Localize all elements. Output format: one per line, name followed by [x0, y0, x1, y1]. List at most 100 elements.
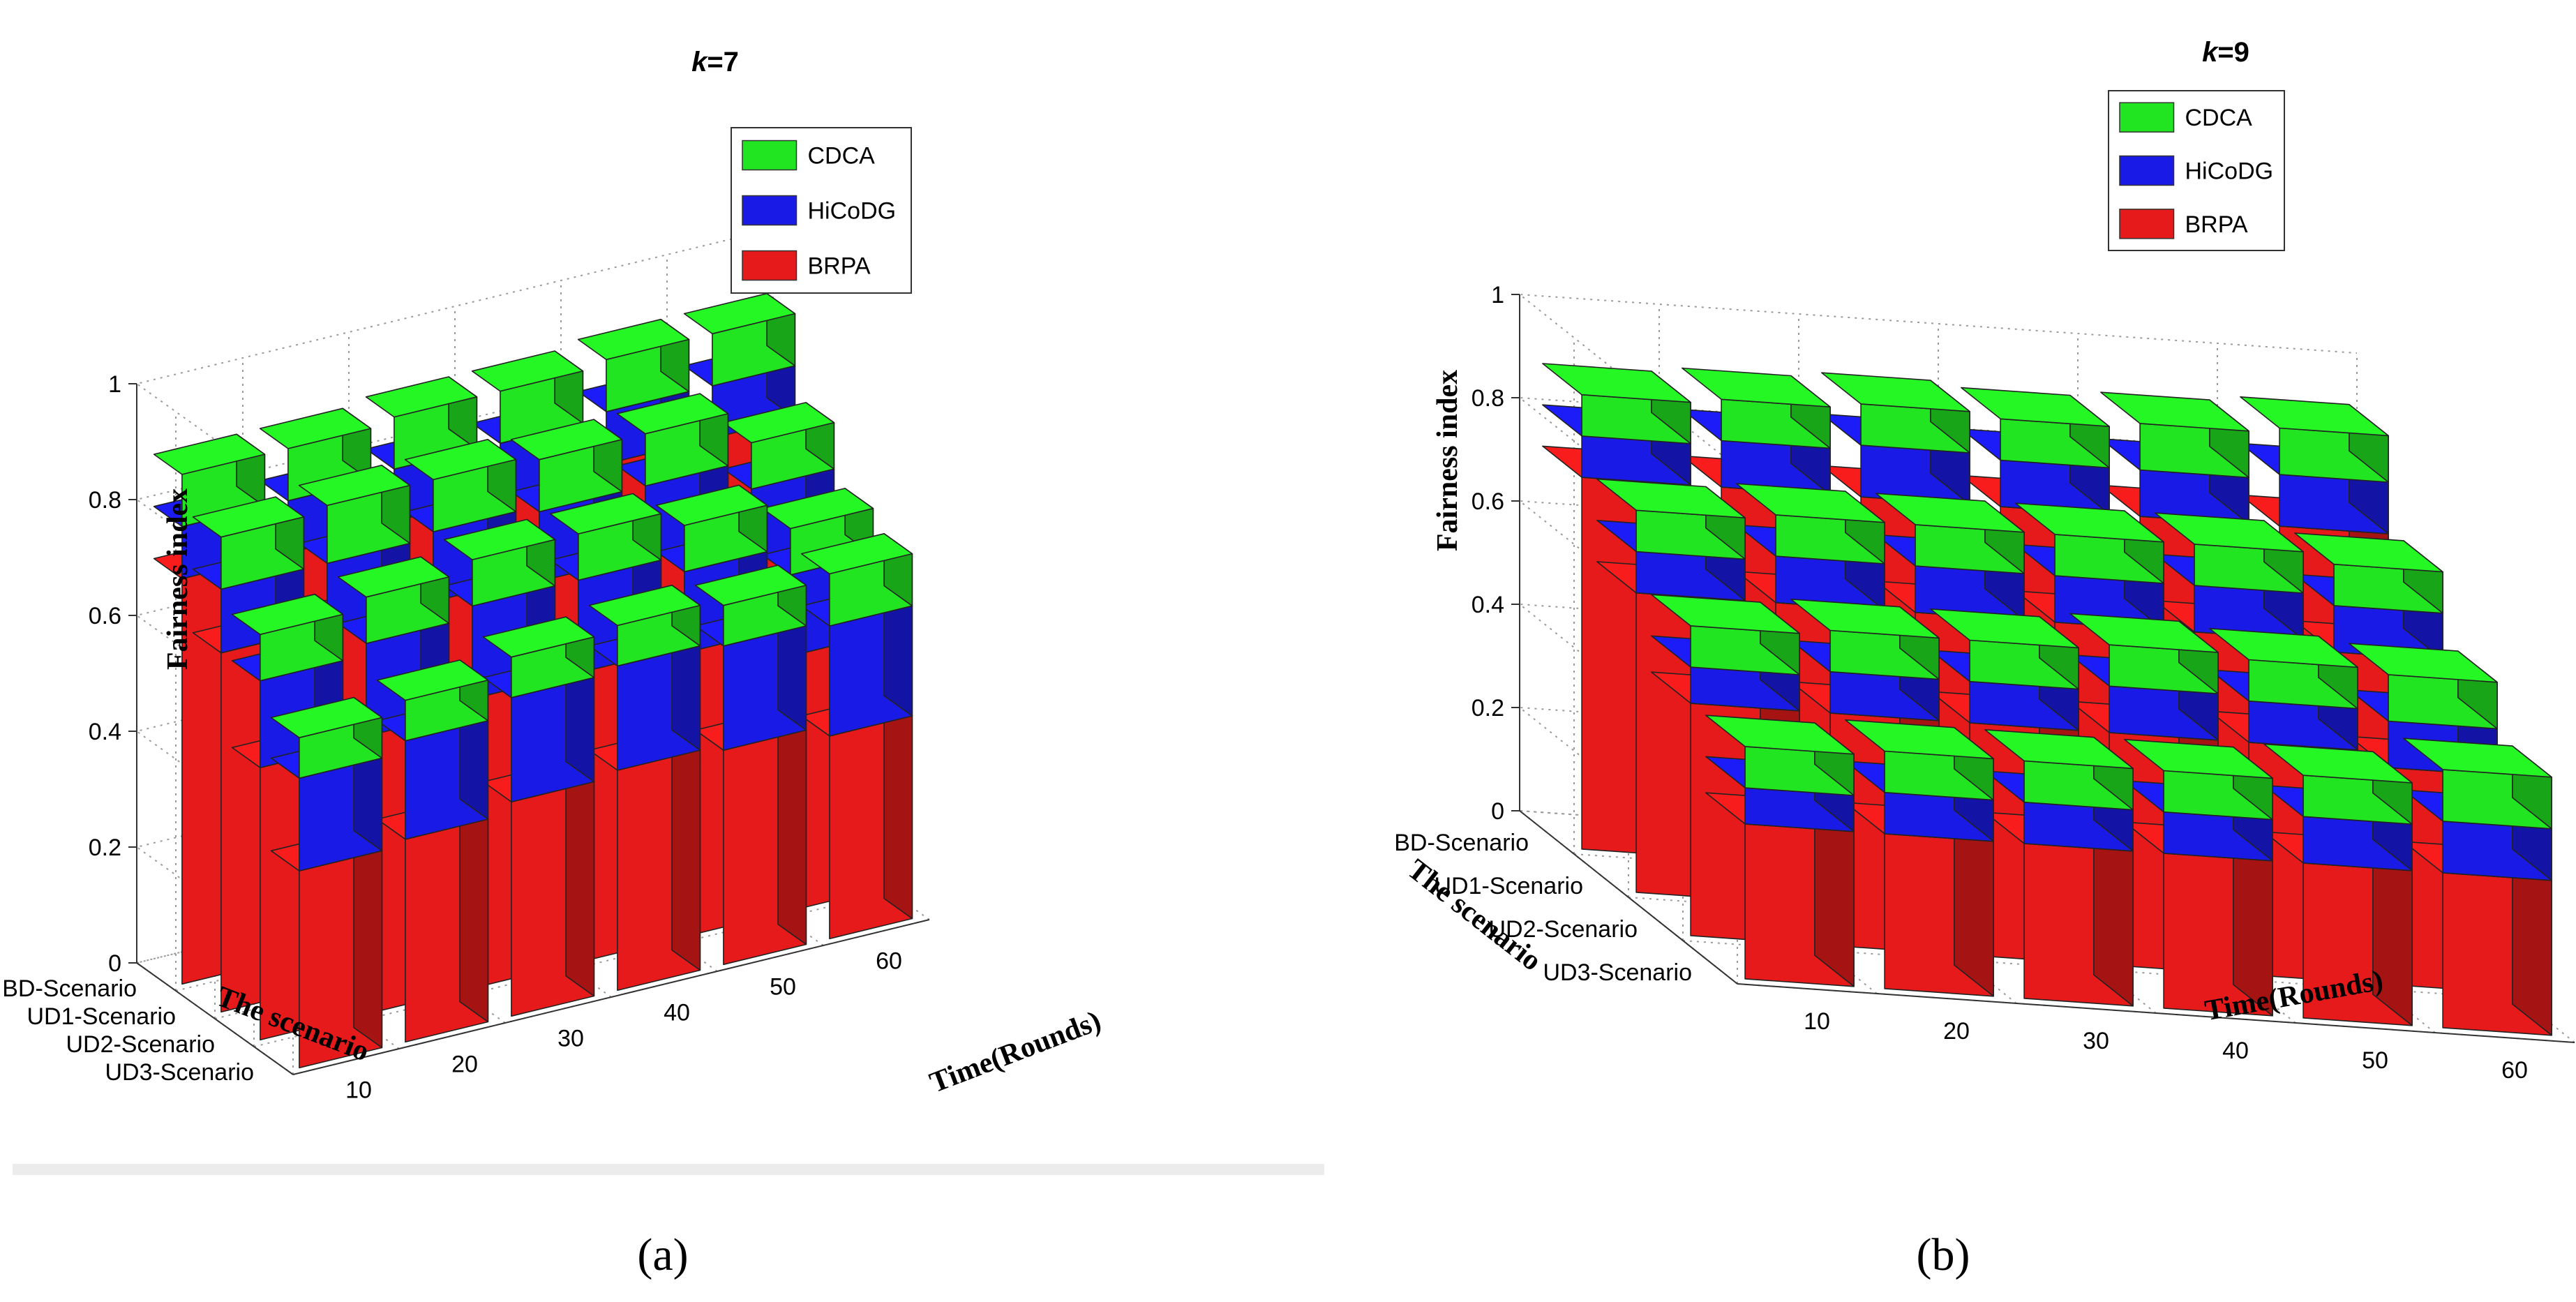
- bar-cdca-ud1-scenario-40: [2015, 502, 2164, 584]
- legend-label-hicodg: HiCoDG: [808, 198, 897, 225]
- x-tick-label: 40: [664, 1000, 690, 1026]
- bar-cdca-ud2-scenario-30: [1930, 608, 2079, 690]
- bar-cdca-bd-scenario-60: [683, 292, 796, 387]
- legend-swatch-brpa: [2119, 209, 2175, 239]
- z-tick-label: 1: [1491, 282, 1504, 308]
- row-tick-label: BD-Scenario: [1394, 830, 1529, 856]
- legend: CDCA HiCoDG BRPA: [731, 127, 912, 294]
- bar-cdca-bd-scenario-10: [1542, 363, 1691, 444]
- z-tick-label: 0.6: [1472, 488, 1504, 515]
- row-tick-label: UD2-Scenario: [66, 1031, 215, 1058]
- bar-cdca-ud2-scenario-40: [2069, 613, 2219, 695]
- bar-cdca-ud1-scenario-30: [404, 438, 517, 532]
- panel-a-label: (a): [637, 1229, 688, 1280]
- x-tick-label: 50: [770, 974, 796, 1001]
- bar-cdca-ud2-scenario-40: [549, 493, 662, 581]
- x-tick-label: 10: [345, 1077, 372, 1104]
- y-axis-label: Fairness index: [162, 488, 194, 670]
- x-tick-label: 20: [1943, 1018, 1970, 1045]
- bar-cdca-ud2-scenario-20: [337, 556, 450, 644]
- bar-cdca-ud1-scenario-10: [1596, 478, 1746, 560]
- panel-a-separator: [13, 1164, 1324, 1175]
- bars: [153, 292, 913, 1069]
- z-tick-label: 0: [108, 950, 121, 977]
- legend-label-brpa: BRPA: [808, 253, 871, 280]
- legend-label-cdca: CDCA: [2185, 105, 2253, 131]
- legend-swatch-cdca: [742, 140, 797, 171]
- bar-cdca-bd-scenario-40: [471, 350, 584, 444]
- bar-brpa-ud3-scenario-50: [2263, 831, 2413, 1026]
- bar-cdca-ud2-scenario-10: [231, 593, 344, 682]
- bar-cdca-ud1-scenario-60: [722, 402, 835, 490]
- bar-cdca-ud2-scenario-20: [1790, 598, 1940, 680]
- chart-title: k=9: [2202, 37, 2249, 68]
- row-tick-label: UD2-Scenario: [1488, 916, 1638, 943]
- bar-cdca-ud3-scenario-50: [694, 564, 807, 647]
- chart-title: k=7: [691, 47, 739, 77]
- bar-cdca-bd-scenario-40: [1961, 387, 2110, 469]
- row-tick-label: UD1-Scenario: [27, 1003, 176, 1030]
- legend-swatch-cdca: [2119, 102, 2175, 133]
- legend-swatch-hicodg: [2119, 155, 2175, 186]
- bar-cdca-ud1-scenario-30: [1875, 493, 2025, 574]
- x-tick-label: 10: [1804, 1008, 1830, 1035]
- bar-cdca-ud1-scenario-20: [1736, 483, 1885, 564]
- legend-label-brpa: BRPA: [2185, 211, 2248, 238]
- panel-b-chart: 0 0.2 0.4 0.6 0.8 1 10 20 30 40 50 60 BD-Scenario UD1…: [1394, 37, 2575, 1084]
- bar-brpa-ud3-scenario-20: [376, 798, 489, 1043]
- bar-cdca-ud1-scenario-60: [2294, 532, 2443, 614]
- bar-cdca-ud3-scenario-10: [1705, 714, 1855, 796]
- x-tick-label: 60: [876, 948, 902, 975]
- bar-cdca-bd-scenario-30: [1821, 372, 1970, 454]
- bar-cdca-ud3-scenario-10: [270, 696, 383, 779]
- z-tick-label: 0.8: [1472, 385, 1504, 412]
- legend-swatch-hicodg: [742, 195, 797, 226]
- x-tick-label: 40: [2222, 1038, 2249, 1064]
- row-tick-label: UD3-Scenario: [105, 1059, 254, 1086]
- bar-cdca-ud3-scenario-30: [1984, 729, 2134, 811]
- bar-cdca-ud3-scenario-60: [2403, 738, 2552, 830]
- bar-cdca-bd-scenario-60: [2240, 396, 2389, 483]
- x-tick-label: 30: [557, 1026, 584, 1052]
- bar-cdca-ud1-scenario-20: [298, 464, 411, 564]
- row-tick-label: BD-Scenario: [2, 975, 137, 1002]
- z-tick-label: 0.6: [89, 603, 121, 629]
- bar-cdca-ud2-scenario-30: [443, 518, 556, 607]
- z-tick-label: 0: [1491, 798, 1504, 825]
- legend-label-cdca: CDCA: [808, 143, 876, 170]
- bar-cdca-ud3-scenario-50: [2263, 743, 2413, 825]
- bar-cdca-ud2-scenario-60: [2349, 643, 2498, 730]
- legend-label-hicodg: HiCoDG: [2185, 158, 2274, 185]
- bar-cdca-ud2-scenario-50: [655, 484, 768, 573]
- row-tick-label: UD1-Scenario: [1434, 873, 1583, 899]
- legend-swatch-brpa: [742, 250, 797, 281]
- legend: CDCA HiCoDG BRPA: [2108, 90, 2285, 251]
- bars: [1542, 363, 2552, 1036]
- bar-cdca-ud1-scenario-50: [2155, 512, 2304, 594]
- z-tick-label: 0.2: [89, 835, 121, 861]
- z-tick-label: 0.4: [89, 719, 121, 745]
- row-tick-label: UD3-Scenario: [1543, 959, 1692, 986]
- z-tick-label: 1: [108, 371, 121, 398]
- panel-b-label: (b): [1917, 1229, 1970, 1280]
- bar-cdca-ud3-scenario-20: [376, 659, 489, 742]
- x-tick-label: 50: [2362, 1047, 2388, 1074]
- y-axis-label: Fairness index: [1432, 370, 1464, 551]
- bar-cdca-bd-scenario-50: [577, 318, 690, 412]
- bar-cdca-ud2-scenario-50: [2209, 627, 2358, 710]
- z-tick-label: 0.4: [1472, 592, 1504, 618]
- bar-cdca-ud1-scenario-40: [510, 419, 623, 513]
- bar-cdca-ud3-scenario-30: [482, 616, 595, 698]
- bar-cdca-bd-scenario-20: [1682, 367, 1831, 449]
- bar-cdca-ud3-scenario-40: [588, 584, 701, 667]
- bar-cdca-ud1-scenario-50: [616, 393, 729, 487]
- bar-cdca-ud3-scenario-60: [800, 532, 913, 627]
- bar-cdca-ud1-scenario-10: [192, 496, 305, 590]
- bar-cdca-ud2-scenario-10: [1651, 594, 1800, 675]
- panel-a-chart: 0 0.2 0.4 0.6 0.8 1 10 20 30 40 50 60 BD-ScenarioUD1…: [2, 47, 1105, 1104]
- x-tick-label: 60: [2501, 1057, 2528, 1084]
- x-tick-label: 30: [2083, 1028, 2109, 1054]
- z-tick-label: 0.8: [89, 487, 121, 514]
- bar-cdca-ud3-scenario-20: [1845, 719, 1994, 801]
